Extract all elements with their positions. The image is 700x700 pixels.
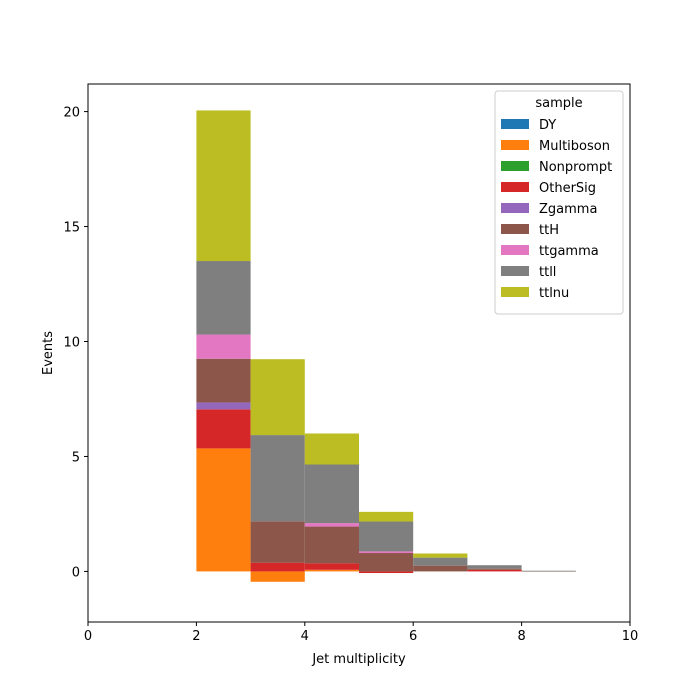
bar-ttll-bin-2 xyxy=(196,261,251,335)
legend-swatch-dy xyxy=(501,119,529,129)
bar-multiboson-bin-3 xyxy=(250,571,305,582)
bar-othersig-bin-7 xyxy=(467,569,522,572)
y-axis-label: Events xyxy=(41,331,56,375)
bar-othersig-bin-3 xyxy=(250,562,305,572)
bar-tth-bin-5 xyxy=(359,553,414,572)
x-tick-label: 8 xyxy=(517,629,525,644)
y-tick-label: 15 xyxy=(63,221,80,236)
legend-label-ttgamma: ttgamma xyxy=(539,244,599,259)
bar-zgamma-bin-2 xyxy=(196,402,251,410)
bar-ttll-bin-6 xyxy=(413,557,468,566)
bar-ttll-bin-4 xyxy=(304,464,359,524)
x-axis-label: Jet multiplicity xyxy=(311,652,406,667)
bar-ttll-bin-8 xyxy=(521,570,576,572)
legend-label-zgamma: Zgamma xyxy=(539,202,597,217)
legend-swatch-ttlnu xyxy=(501,287,529,297)
bar-ttgamma-bin-2 xyxy=(196,334,251,359)
legend-label-ttlnu: ttlnu xyxy=(539,286,569,301)
bar-ttlnu-bin-3 xyxy=(250,359,305,436)
legend-label-ttll: ttll xyxy=(539,265,556,280)
bar-multiboson-bin-4 xyxy=(304,569,359,572)
bar-ttll-bin-5 xyxy=(359,521,414,552)
bar-tth-bin-7 xyxy=(467,568,522,570)
x-axis: 0 2 4 6 8 10 xyxy=(84,622,638,644)
y-axis: 0 5 10 15 20 xyxy=(63,106,88,580)
bar-ttgamma-bin-5 xyxy=(359,551,414,554)
legend-swatch-tth xyxy=(501,224,529,234)
x-tick-label: 10 xyxy=(622,629,639,644)
x-tick-label: 2 xyxy=(192,629,200,644)
bar-tth-bin-6 xyxy=(413,565,468,572)
legend-title: sample xyxy=(535,96,582,111)
bar-layer xyxy=(196,110,576,582)
legend-swatch-zgamma xyxy=(501,203,529,213)
y-tick-label: 0 xyxy=(72,565,80,580)
bar-ttlnu-bin-2 xyxy=(196,110,251,262)
legend-label-tth: ttH xyxy=(539,223,559,238)
bar-ttlnu-bin-5 xyxy=(359,511,414,522)
legend-swatch-ttgamma xyxy=(501,245,529,255)
legend-label-othersig: OtherSig xyxy=(539,181,596,196)
legend-swatch-othersig xyxy=(501,182,529,192)
legend-swatch-multiboson xyxy=(501,140,529,150)
x-tick-label: 6 xyxy=(409,629,417,644)
legend-label-nonprompt: Nonprompt xyxy=(539,160,612,175)
bar-ttll-bin-7 xyxy=(467,565,522,569)
bar-multiboson-bin-2 xyxy=(196,448,251,572)
x-tick-label: 4 xyxy=(301,629,309,644)
bar-tth-bin-4 xyxy=(304,526,359,564)
bar-ttlnu-bin-4 xyxy=(304,433,359,465)
legend: sample DY Multiboson Nonprompt OtherSig Zgam… xyxy=(494,90,624,315)
legend-label-dy: DY xyxy=(539,118,556,133)
bar-othersig-bin-4 xyxy=(304,563,359,570)
bar-ttll-bin-3 xyxy=(250,435,305,522)
bar-tth-bin-2 xyxy=(196,358,251,403)
bar-othersig-bin-2 xyxy=(196,409,251,449)
bar-ttlnu-bin-6 xyxy=(413,553,468,558)
y-tick-label: 20 xyxy=(63,106,80,121)
y-tick-label: 10 xyxy=(63,336,80,351)
y-tick-label: 5 xyxy=(72,450,80,465)
bar-ttgamma-bin-4 xyxy=(304,523,359,527)
x-tick-label: 0 xyxy=(84,629,92,644)
legend-swatch-nonprompt xyxy=(501,161,529,171)
legend-label-multiboson: Multiboson xyxy=(539,139,610,154)
bar-tth-bin-3 xyxy=(250,521,305,563)
plot-frame xyxy=(87,83,631,623)
bar-othersig-bin-5 xyxy=(359,571,414,574)
legend-swatch-ttll xyxy=(501,266,529,276)
